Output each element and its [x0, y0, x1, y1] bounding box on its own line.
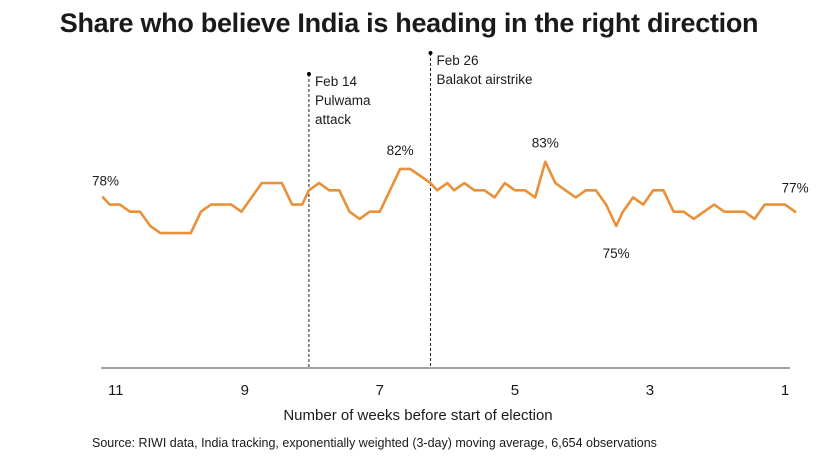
event-annotations: Feb 14 Pulwama attack Feb 26 Balakot airstri… [306, 51, 533, 368]
event-description: attack [315, 112, 351, 127]
x-tick-label: 7 [376, 382, 384, 399]
data-labels: 78% 82% 83% 75% 77% [92, 136, 809, 261]
x-axis-label: Number of weeks before start of election [283, 407, 553, 424]
event-marker [306, 72, 311, 76]
event-date: Feb 14 [315, 74, 358, 89]
data-label: 83% [532, 136, 559, 151]
series-line [101, 160, 797, 235]
x-tick-label: 9 [241, 382, 249, 399]
data-label: 78% [92, 173, 119, 188]
x-tick-label: 5 [511, 382, 519, 399]
x-tick-label: 3 [646, 382, 654, 399]
data-label: 75% [603, 246, 630, 261]
x-axis: 11 9 7 5 3 1 [101, 367, 790, 399]
event-date: Feb 26 [436, 53, 478, 68]
event-description: Balakot airstrike [436, 72, 532, 87]
x-tick-label: 1 [781, 382, 789, 399]
chart-title: Share who believe India is heading in th… [59, 8, 759, 38]
source-note: Source: RIWI data, India tracking, expon… [92, 436, 657, 450]
x-tick-label: 11 [108, 382, 124, 399]
series-layer [101, 160, 797, 235]
data-label: 82% [387, 143, 414, 158]
event-description: Pulwama [315, 93, 371, 108]
event-marker [428, 51, 433, 55]
data-label: 77% [782, 181, 809, 196]
